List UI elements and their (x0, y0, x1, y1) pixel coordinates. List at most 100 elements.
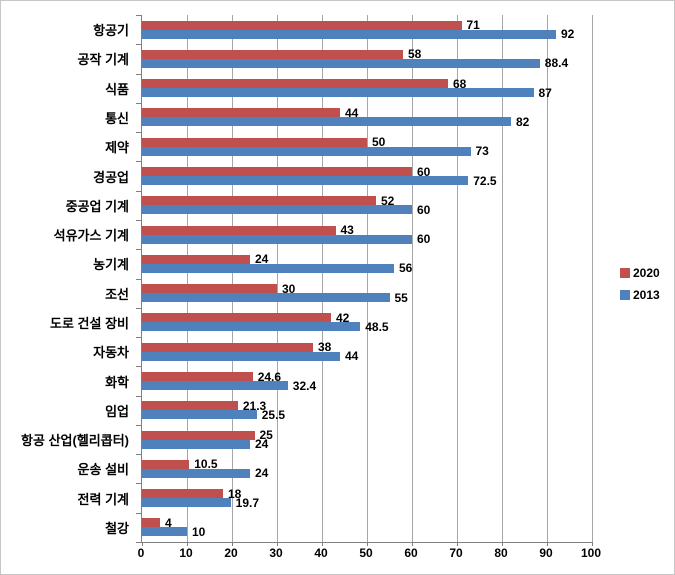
y-tick-mark (136, 190, 142, 192)
legend: 2020 2013 (620, 267, 660, 301)
bar-2020: 24 (142, 253, 268, 265)
category-axis: 항공기 공작 기계 식품 통신 제약 경공업 중공업 기계 석유가스 기계 농기계 조선 도로 건설… (1, 15, 135, 542)
bar-2013: 32.4 (142, 380, 316, 392)
legend-entry-2013: 2013 (620, 289, 660, 301)
bar-2013: 88.4 (142, 57, 568, 69)
bar-2020: 50 (142, 136, 385, 148)
bar-2013: 56 (142, 262, 412, 274)
category-label: 통신 (105, 110, 129, 126)
category-label: 임업 (105, 403, 129, 419)
gridline (592, 15, 593, 542)
y-tick-mark (136, 337, 142, 339)
category-label: 운송 설비 (77, 462, 129, 478)
gridline (232, 15, 233, 542)
x-tick-mark (502, 542, 503, 546)
data-label-2013: 48.5 (365, 319, 389, 334)
data-label-2013: 73 (475, 144, 489, 159)
bar-2013: 87 (142, 87, 552, 99)
data-label-2020: 52 (381, 193, 395, 208)
bar-2020: 30 (142, 283, 295, 295)
bar-2020: 68 (142, 78, 466, 90)
category-label: 공작 기계 (77, 52, 129, 68)
gridline (187, 15, 188, 542)
x-tick-label: 0 (137, 546, 145, 560)
data-label-2020: 21.3 (242, 398, 267, 413)
legend-swatch-2013 (620, 290, 630, 300)
gridline (547, 15, 548, 542)
x-tick-mark (547, 542, 548, 546)
gridline (277, 15, 278, 542)
data-label-2020: 42 (336, 310, 350, 325)
y-tick-mark (136, 512, 142, 514)
bar-2020: 60 (142, 166, 430, 178)
category-label: 중공업 기계 (65, 198, 129, 214)
category-row: 30 55 (142, 279, 592, 308)
category-row: 71 92 (142, 15, 592, 44)
data-label-2013: 24 (255, 466, 269, 481)
y-tick-mark (136, 307, 142, 309)
x-tick-label: 80 (494, 546, 508, 560)
x-tick-mark (592, 542, 593, 546)
x-tick-mark (412, 542, 413, 546)
x-tick-label: 10 (179, 546, 193, 560)
data-label-2013: 87 (538, 85, 552, 100)
category-label: 농기계 (93, 257, 129, 273)
y-tick-mark (136, 219, 142, 221)
x-tick-label: 100 (580, 546, 602, 560)
category-row: 21.3 25.5 (142, 396, 592, 425)
data-label-2020: 24.6 (257, 369, 282, 384)
category-row: 43 60 (142, 220, 592, 249)
y-tick-mark (136, 366, 142, 368)
y-tick-mark (136, 454, 142, 456)
legend-label-2020: 2020 (633, 266, 660, 280)
category-row: 25 24 (142, 425, 592, 454)
category-label: 제약 (105, 140, 129, 156)
bar-2020: 10.5 (142, 458, 218, 470)
bar-2013: 55 (142, 292, 408, 304)
data-label-2020: 71 (466, 18, 480, 33)
y-tick-mark (136, 278, 142, 280)
bar-2013: 72.5 (142, 175, 497, 187)
bar-2013: 92 (142, 28, 574, 40)
category-row: 38 44 (142, 337, 592, 366)
category-label: 항공기 (93, 23, 129, 39)
bar-2020: 42 (142, 312, 349, 324)
bar-2020: 25 (142, 429, 273, 441)
data-label-2020: 10.5 (194, 457, 218, 472)
category-row: 18 19.7 (142, 484, 592, 513)
bar-2013: 24 (142, 438, 268, 450)
y-tick-mark (136, 15, 142, 16)
category-row: 24 56 (142, 249, 592, 278)
plot-area: 71 92 58 88.4 68 87 44 82 50 73 60 72.5 52 60 43 60 24 56… (136, 15, 593, 546)
data-label-2020: 25 (259, 428, 273, 443)
x-tick-label: 60 (404, 546, 418, 560)
data-label-2020: 44 (345, 105, 359, 120)
x-tick-label: 20 (224, 546, 238, 560)
data-label-2013: 25.5 (261, 407, 286, 422)
category-label: 조선 (105, 286, 129, 302)
category-label: 식품 (105, 81, 129, 97)
bar-2020: 18 (142, 488, 241, 500)
bar-2013: 44 (142, 350, 358, 362)
legend-entry-2020: 2020 (620, 267, 660, 279)
category-row: 52 60 (142, 191, 592, 220)
data-label-2013: 92 (561, 27, 575, 42)
x-tick-label: 70 (449, 546, 463, 560)
category-row: 42 48.5 (142, 308, 592, 337)
y-tick-mark (136, 424, 142, 426)
category-row: 68 87 (142, 74, 592, 103)
x-tick-mark (232, 542, 233, 546)
bar-2020: 58 (142, 48, 421, 60)
data-label-2020: 30 (282, 281, 296, 296)
data-label-2013: 44 (345, 349, 359, 364)
x-tick-label: 30 (269, 546, 283, 560)
x-tick-mark (322, 542, 323, 546)
gridline (322, 15, 323, 542)
data-label-2013: 24 (255, 437, 269, 452)
gridline (412, 15, 413, 542)
data-label-2013: 55 (394, 290, 408, 305)
category-label: 전력 기계 (77, 491, 129, 507)
gridline (502, 15, 503, 542)
data-label-2020: 43 (340, 223, 354, 238)
x-tick-mark (367, 542, 368, 546)
